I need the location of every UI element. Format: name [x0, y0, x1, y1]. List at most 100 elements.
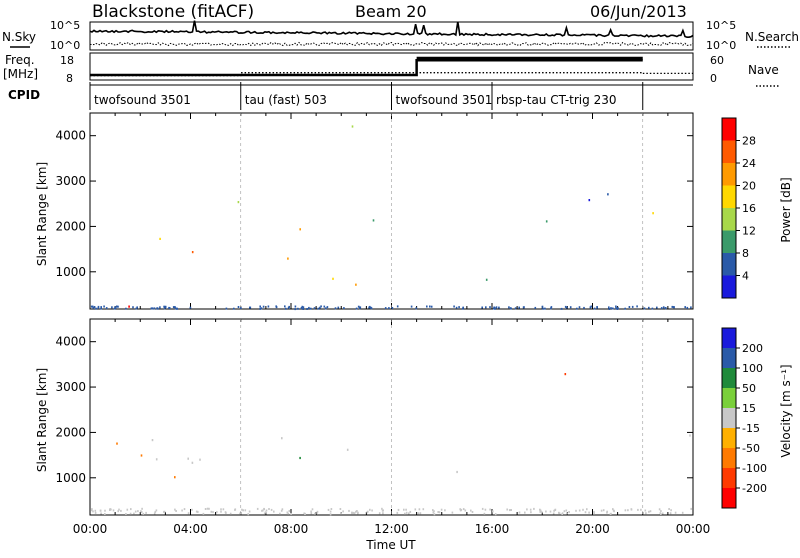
ground-scatter-cell: [125, 513, 127, 515]
ground-scatter-cell: [422, 508, 425, 511]
data-cell: [332, 277, 334, 280]
range-tick-label: 1000: [55, 471, 86, 485]
data-cell: [287, 257, 289, 260]
ground-scatter-cell: [608, 308, 611, 310]
ground-scatter-cell: [174, 307, 177, 310]
ground-scatter-cell: [636, 305, 638, 308]
ground-scatter-cell: [414, 508, 417, 511]
ground-scatter-cell: [104, 513, 106, 515]
ground-scatter-cell: [356, 510, 358, 512]
data-cell: [191, 251, 194, 254]
ground-scatter-cell: [142, 512, 145, 515]
ground-scatter-cell: [558, 512, 561, 515]
nsky-label: N.Sky: [2, 30, 36, 44]
ground-scatter-cell: [643, 307, 646, 310]
ground-scatter-cell: [288, 510, 291, 512]
ground-scatter-cell: [239, 512, 241, 515]
ground-scatter-cell: [306, 308, 308, 310]
ground-scatter-cell: [151, 307, 154, 310]
ground-scatter-cell: [153, 307, 156, 310]
ground-scatter-cell: [117, 305, 119, 308]
ground-scatter-cell: [444, 509, 446, 512]
frequency-line: [90, 58, 643, 77]
noise-right-tick-top: 10^5: [706, 19, 736, 32]
ground-scatter-cell: [615, 307, 617, 310]
ground-scatter-cell: [120, 509, 122, 512]
ground-scatter-cell: [459, 508, 461, 511]
ground-scatter-cell: [415, 307, 417, 310]
colorbar-tick-label: -200: [742, 482, 767, 495]
ground-scatter-cell: [357, 511, 359, 514]
ground-scatter-cell: [116, 305, 118, 308]
ground-scatter-cell: [610, 307, 612, 310]
ground-scatter-cell: [352, 511, 355, 514]
ground-scatter-cell: [104, 509, 106, 512]
colorbar-tick-label: 8: [742, 247, 749, 260]
ground-scatter-cell: [174, 306, 176, 309]
ground-scatter-cell: [674, 511, 677, 514]
ground-scatter-cell: [256, 507, 259, 510]
ground-scatter-cell: [237, 306, 240, 308]
ground-scatter-cell: [280, 509, 283, 512]
ground-scatter-cell: [624, 307, 626, 310]
ground-scatter-cell: [388, 307, 390, 310]
ground-scatter-cell: [539, 508, 541, 511]
ground-scatter-cell: [145, 511, 147, 514]
ground-scatter-cell: [222, 508, 225, 511]
ground-scatter-cell: [340, 512, 342, 515]
ground-scatter-cell: [382, 509, 384, 512]
ground-scatter-cell: [624, 509, 627, 512]
colorbar-swatch: [722, 253, 736, 276]
ground-scatter-cell: [378, 512, 381, 515]
ground-scatter-cell: [553, 509, 555, 512]
data-cell: [140, 454, 143, 457]
ground-scatter-cell: [590, 305, 593, 308]
ground-scatter-cell: [339, 508, 342, 510]
ground-scatter-cell: [432, 509, 434, 512]
ground-scatter-cell: [410, 305, 413, 308]
ground-scatter-cell: [382, 512, 384, 515]
ground-scatter-cell: [288, 305, 290, 308]
ground-scatter-cell: [404, 512, 406, 515]
velocity-panel: 1000 2000 3000 4000: [55, 318, 694, 516]
ground-scatter-cell: [168, 306, 170, 309]
ground-scatter-cell: [384, 307, 387, 310]
station-title: Blackstone (fitACF): [92, 2, 254, 22]
cpid-label: rbsp-tau CT-trig 230: [496, 93, 616, 107]
ground-scatter-cell: [324, 307, 327, 310]
data-cell: [155, 458, 158, 461]
ground-scatter-cell: [369, 305, 371, 308]
ground-scatter-cell: [263, 508, 265, 511]
ground-scatter-cell: [637, 508, 639, 511]
ground-scatter-cell: [137, 510, 139, 513]
power-colorbar-label: Power [dB]: [779, 177, 793, 242]
ground-scatter-cell: [569, 306, 572, 309]
ground-scatter-cell: [690, 306, 692, 309]
data-cell: [607, 193, 609, 196]
ground-scatter-cell: [311, 508, 314, 511]
ground-scatter-cell: [91, 508, 93, 511]
ground-scatter-cell: [433, 513, 436, 516]
ground-scatter-cell: [506, 508, 508, 511]
ground-scatter-cell: [337, 306, 340, 309]
ground-scatter-cell: [665, 307, 667, 310]
ground-scatter-cell: [262, 509, 264, 512]
freq-label-1: Freq.: [5, 53, 35, 67]
ground-scatter-cell: [197, 510, 199, 513]
range-tick-label: 2000: [55, 219, 86, 233]
ground-scatter-cell: [640, 508, 642, 511]
cpid-label: twofsound 3501: [94, 93, 191, 107]
ground-scatter-cell: [462, 306, 464, 309]
freq-right-tick-bottom: 0: [710, 72, 717, 85]
ground-scatter-cell: [549, 510, 552, 513]
ground-scatter-cell: [432, 511, 435, 514]
range-tick-label: 4000: [55, 335, 86, 349]
ground-scatter-cell: [417, 512, 420, 515]
colorbar-tick-label: 16: [742, 202, 756, 215]
time-tick-label: 00:00: [676, 522, 711, 536]
ground-scatter-cell: [582, 508, 584, 511]
ground-scatter-cell: [648, 510, 650, 513]
ground-scatter-cell: [323, 305, 326, 308]
ground-scatter-cell: [419, 512, 422, 515]
